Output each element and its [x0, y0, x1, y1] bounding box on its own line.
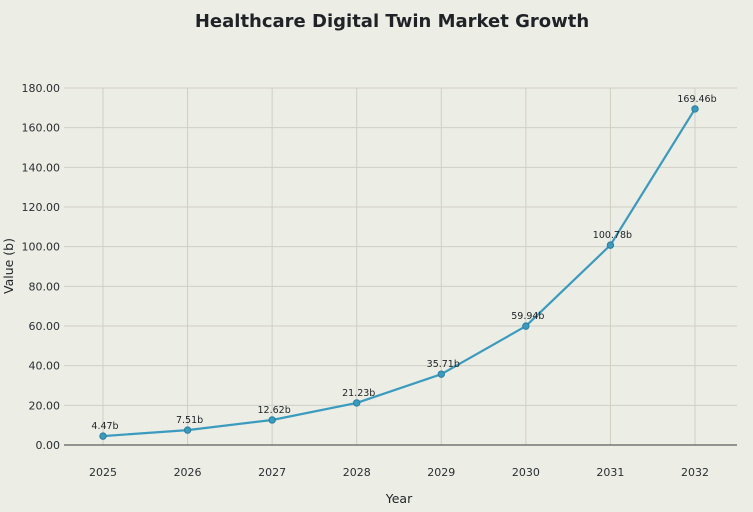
x-tick-label: 2028: [343, 466, 371, 479]
data-point: [183, 426, 192, 434]
y-tick-label: 120.00: [22, 201, 61, 214]
data-label: 169.46b: [677, 94, 716, 105]
grid-layer: [64, 87, 737, 445]
x-tick-label: 2030: [512, 466, 540, 479]
data-point: [691, 105, 699, 113]
data-labels: 4.47b 7.51b 12.62b 21.23b 35.71b 59.94b 100.78…: [91, 94, 716, 432]
y-tick-label: 20.00: [29, 399, 61, 412]
x-tick-label: 2032: [681, 466, 709, 479]
data-point: [606, 241, 615, 249]
y-tick-label: 80.00: [29, 280, 61, 293]
data-point: [353, 399, 361, 407]
x-tick-label: 2026: [174, 466, 202, 479]
x-axis-ticks: 2025 2026 2027 2028 2029 2030 2031 2032: [89, 466, 709, 479]
data-point: [268, 416, 276, 424]
data-label: 59.94b: [511, 311, 544, 322]
y-tick-label: 180.00: [22, 82, 61, 95]
data-label: 12.62b: [258, 405, 291, 416]
y-tick-label: 40.00: [29, 360, 61, 373]
x-axis-title: Year: [385, 491, 413, 506]
data-point: [99, 432, 107, 440]
data-label: 7.51b: [176, 415, 203, 426]
x-tick-label: 2031: [596, 466, 624, 479]
data-points: [99, 105, 699, 440]
x-tick-label: 2025: [89, 466, 117, 479]
data-label: 21.23b: [342, 388, 375, 399]
data-label: 35.71b: [427, 359, 460, 370]
y-tick-label: 0.00: [36, 439, 61, 452]
y-tick-label: 60.00: [29, 320, 61, 333]
data-point: [522, 322, 530, 330]
data-point: [437, 370, 445, 378]
y-tick-label: 160.00: [22, 122, 61, 135]
data-label: 100.78b: [593, 230, 632, 241]
series-line: [102, 108, 696, 438]
data-label: 4.47b: [91, 421, 118, 432]
y-axis-ticks: 0.00 20.00 40.00 60.00 80.00 100.00 120.00 140.…: [22, 82, 61, 452]
y-tick-label: 140.00: [22, 161, 61, 174]
y-tick-label: 100.00: [22, 241, 61, 254]
x-tick-label: 2027: [258, 466, 286, 479]
chart-title: Healthcare Digital Twin Market Growth: [195, 11, 589, 32]
y-axis-title: Value (b): [1, 238, 16, 294]
x-tick-label: 2029: [427, 466, 455, 479]
